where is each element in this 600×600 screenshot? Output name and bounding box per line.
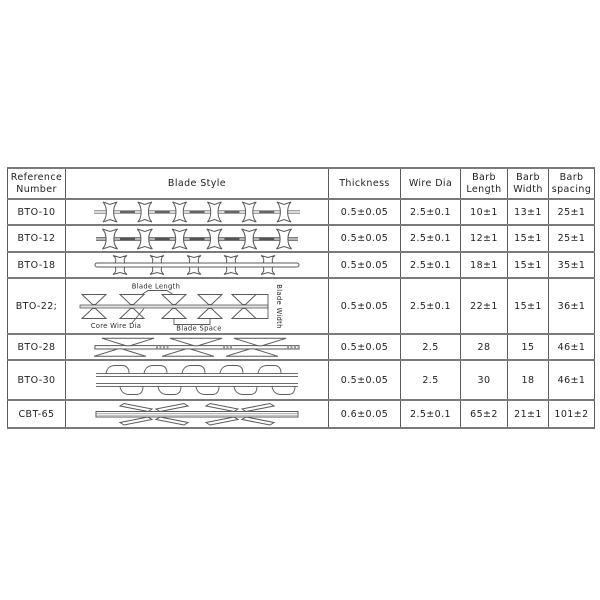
- label-blade-width: Blade Width: [275, 284, 283, 328]
- blade-space-bracket: [173, 319, 211, 325]
- cell-barb-length: 22±1: [460, 277, 508, 335]
- header-row: Reference Number Blade Style Thickness W…: [7, 167, 595, 200]
- table-row-bto-30: BTO-30 0.5±0.05: [7, 359, 595, 401]
- table-row-bto-12: BTO-12: [7, 224, 595, 253]
- cell-barb-width: 13±1: [507, 198, 549, 226]
- table-row-bto-18: BTO-18 0.5±0.05 2.5±0.1 18±1 15±1: [7, 251, 595, 279]
- header-line: Barb: [472, 171, 496, 183]
- cell-reference-number: CBT-65: [7, 399, 66, 429]
- label-blade-length: Blade Length: [132, 283, 180, 291]
- col-header-barb-spacing: Barb spacing: [548, 167, 595, 200]
- blade-style-diagram-bto-12: [96, 227, 298, 250]
- cell-reference-number: BTO-18: [7, 251, 66, 279]
- label-blade-space: Blade Space: [176, 325, 221, 333]
- cell-barb-spacing: 101±2: [548, 399, 595, 429]
- cell-barb-length: 65±2: [460, 399, 508, 429]
- cell-blade-style: [65, 251, 329, 279]
- col-header-wire-dia: Wire Dia: [400, 167, 461, 200]
- col-header-thickness: Thickness: [328, 167, 401, 200]
- header-line: spacing: [551, 183, 592, 195]
- blade-length-bracket: [141, 290, 174, 295]
- header-line: Reference: [10, 171, 63, 183]
- cell-barb-length: 30: [460, 359, 508, 401]
- table-row-bto-28: BTO-28 0.5±0.05 2.5: [7, 333, 595, 361]
- cell-barb-width: 15±1: [507, 277, 549, 335]
- blade-style-diagram-cbt-65: [95, 403, 299, 426]
- cell-barb-spacing: 46±1: [548, 333, 595, 361]
- cell-reference-number: BTO-22;: [7, 277, 66, 335]
- blade-style-diagram-bto-18: [94, 255, 300, 275]
- cell-thickness: 0.5±0.05: [328, 333, 401, 361]
- blade-style-diagram-bto-22-annotated: Blade Length Core Wire Dia Blade Space B…: [79, 283, 283, 333]
- cell-wire-dia: 2.5: [400, 333, 461, 361]
- cell-barb-spacing: 36±1: [548, 277, 595, 335]
- cell-thickness: 0.5±0.05: [328, 198, 401, 226]
- cell-reference-number: BTO-30: [7, 359, 66, 401]
- col-header-blade-style: Blade Style: [65, 167, 329, 200]
- cell-blade-style: [65, 198, 329, 226]
- header-line: Width: [513, 183, 543, 195]
- table-row-bto-10: BTO-10 0.5±0.05: [7, 198, 595, 226]
- col-header-barb-length: Barb Length: [460, 167, 508, 200]
- cell-thickness: 0.5±0.05: [328, 251, 401, 279]
- blade-specs-table: Reference Number Blade Style Thickness W…: [7, 167, 595, 429]
- blade-style-diagram-bto-28: [93, 337, 300, 357]
- cell-wire-dia: 2.5: [400, 359, 461, 401]
- cell-barb-length: 28: [460, 333, 508, 361]
- cell-wire-dia: 2.5±0.1: [400, 399, 461, 429]
- header-line: Barb: [516, 171, 540, 183]
- cell-barb-width: 15: [507, 333, 549, 361]
- table-row-bto-22: BTO-22; Blade Length Core Wire Dia: [7, 277, 595, 335]
- cell-wire-dia: 2.5±0.1: [400, 224, 461, 253]
- cell-wire-dia: 2.5±0.1: [400, 277, 461, 335]
- cell-blade-style: [65, 399, 329, 429]
- cell-blade-style: [65, 333, 329, 361]
- cell-barb-spacing: 46±1: [548, 359, 595, 401]
- blade-style-diagram-bto-10: [94, 201, 300, 223]
- cell-barb-spacing: 25±1: [548, 224, 595, 253]
- cell-barb-spacing: 25±1: [548, 198, 595, 226]
- cell-barb-width: 18: [507, 359, 549, 401]
- header-line: Barb: [559, 171, 584, 183]
- blade-width-bracket: [256, 294, 269, 319]
- table-row-cbt-65: CBT-65 0.: [7, 399, 595, 429]
- cell-blade-style: [65, 359, 329, 401]
- cell-wire-dia: 2.5±0.1: [400, 251, 461, 279]
- core-wire-dia-leader: [131, 308, 145, 324]
- cell-barb-spacing: 35±1: [548, 251, 595, 279]
- col-header-barb-width: Barb Width: [507, 167, 549, 200]
- cell-barb-width: 21±1: [507, 399, 549, 429]
- header-line: Length: [466, 183, 502, 195]
- header-line: Number: [16, 183, 57, 195]
- cell-reference-number: BTO-10: [7, 198, 66, 226]
- cell-barb-width: 15±1: [507, 251, 549, 279]
- label-core-wire-dia: Core Wire Dia: [91, 322, 142, 330]
- cell-thickness: 0.5±0.05: [328, 359, 401, 401]
- cell-wire-dia: 2.5±0.1: [400, 198, 461, 226]
- cell-thickness: 0.6±0.05: [328, 399, 401, 429]
- cell-barb-length: 10±1: [460, 198, 508, 226]
- cell-reference-number: BTO-12: [7, 224, 66, 253]
- cell-barb-length: 12±1: [460, 224, 508, 253]
- cell-thickness: 0.5±0.05: [328, 224, 401, 253]
- col-header-reference-number: Reference Number: [7, 167, 66, 200]
- blade-style-diagram-bto-30: [96, 365, 298, 395]
- cell-thickness: 0.5±0.05: [328, 277, 401, 335]
- cell-blade-style: [65, 224, 329, 253]
- cell-blade-style: Blade Length Core Wire Dia Blade Space B…: [65, 277, 329, 335]
- cell-reference-number: BTO-28: [7, 333, 66, 361]
- cell-barb-length: 18±1: [460, 251, 508, 279]
- cell-barb-width: 15±1: [507, 224, 549, 253]
